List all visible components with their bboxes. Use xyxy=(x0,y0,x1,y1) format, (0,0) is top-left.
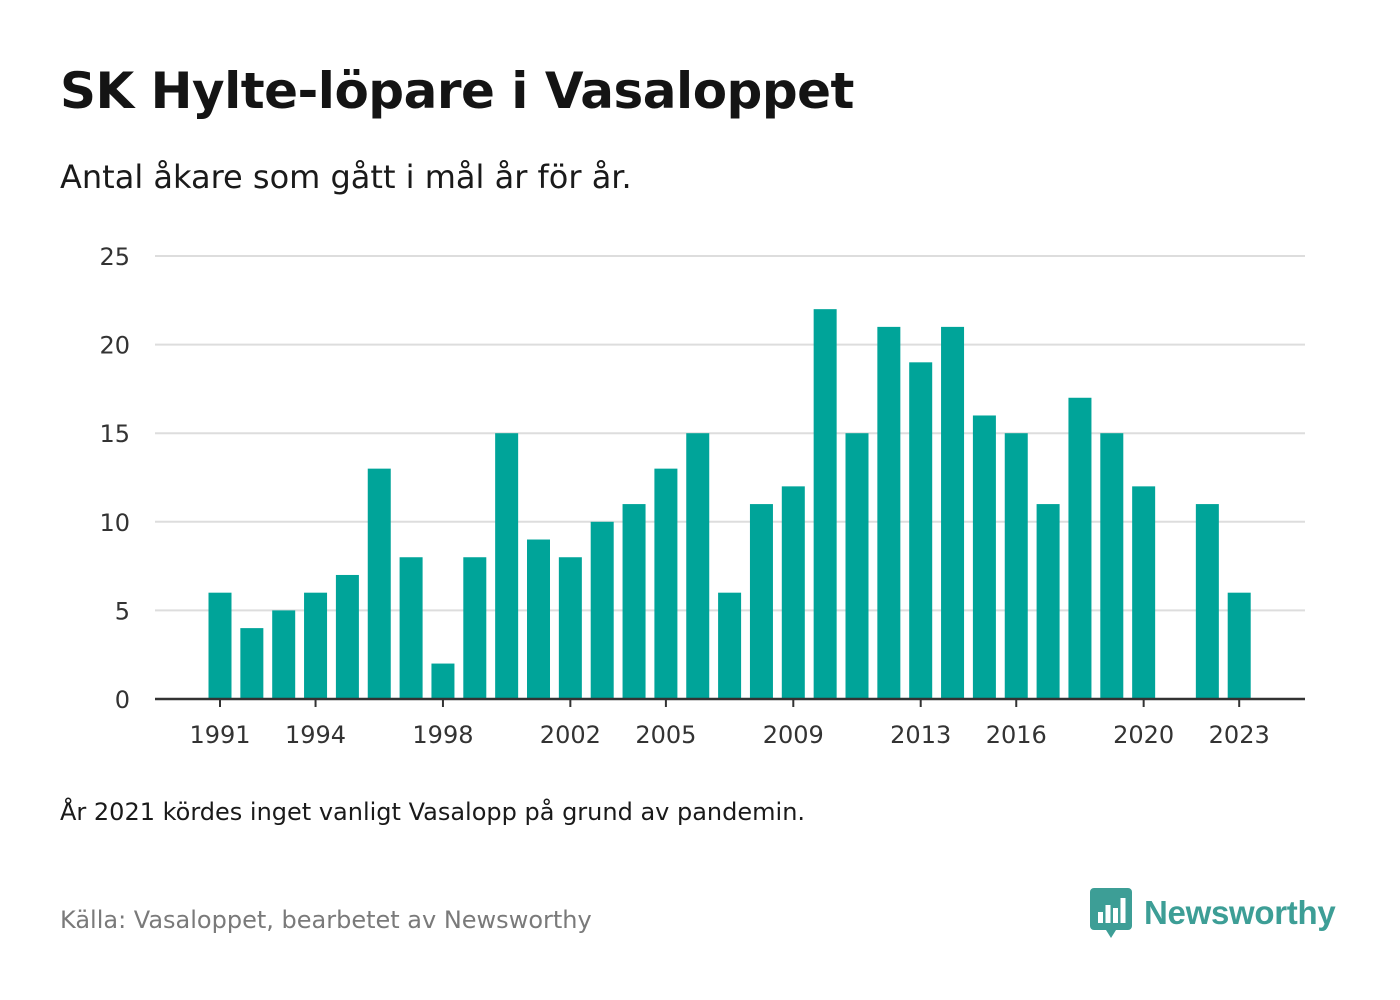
newsworthy-logo-icon xyxy=(1090,888,1132,938)
brand-logo: Newsworthy xyxy=(1090,888,1336,938)
bar-1998 xyxy=(431,663,455,699)
y-tick-label: 25 xyxy=(99,243,130,271)
bar-2013 xyxy=(909,362,933,699)
bar-2004 xyxy=(622,504,646,699)
bar-2005 xyxy=(654,468,678,699)
x-tick-label: 2009 xyxy=(763,721,824,749)
bar-2010 xyxy=(813,309,837,699)
y-tick-label: 5 xyxy=(115,597,130,625)
bar-2006 xyxy=(686,433,710,699)
bar-1994 xyxy=(304,592,328,699)
x-tick-label: 1998 xyxy=(412,721,473,749)
x-tick-label: 1994 xyxy=(285,721,346,749)
chart-subtitle: Antal åkare som gått i mål år för år. xyxy=(60,158,632,196)
bar-2000 xyxy=(495,433,519,699)
bar-2009 xyxy=(781,486,805,699)
chart-note: År 2021 kördes inget vanligt Vasalopp på… xyxy=(60,798,806,826)
bar-1993 xyxy=(272,610,296,699)
bar-2011 xyxy=(845,433,869,699)
bar-2014 xyxy=(941,326,965,699)
bar-2002 xyxy=(558,557,582,699)
chart-title: SK Hylte-löpare i Vasaloppet xyxy=(60,62,854,120)
bar-2017 xyxy=(1036,504,1060,699)
bar-2001 xyxy=(527,539,550,699)
bar-2007 xyxy=(718,592,742,699)
bar-1996 xyxy=(367,468,391,699)
x-tick-label: 2020 xyxy=(1113,721,1174,749)
axes: 0 5 10 15 20 25 1991 1994 1998 2002 2005 2009 2013 20… xyxy=(99,243,1305,749)
bar-1991 xyxy=(208,592,232,699)
bar-1995 xyxy=(335,574,359,699)
x-tick-label: 2002 xyxy=(540,721,601,749)
bar-2012 xyxy=(877,326,901,699)
source-text: Källa: Vasaloppet, bearbetet av Newswort… xyxy=(60,906,592,934)
x-tick-label: 2016 xyxy=(986,721,1047,749)
bar-chart: 0 5 10 15 20 25 1991 1994 1998 2002 2005 2009 2013 20… xyxy=(99,243,1305,749)
y-tick-label: 0 xyxy=(115,686,130,714)
bars xyxy=(208,309,1251,699)
bar-2023 xyxy=(1227,592,1251,699)
bar-2008 xyxy=(749,504,773,699)
bar-2022 xyxy=(1195,504,1219,699)
y-tick-label: 10 xyxy=(99,509,130,537)
bar-1997 xyxy=(399,557,423,699)
x-tick-label: 2005 xyxy=(635,721,696,749)
bar-2015 xyxy=(972,415,996,699)
bar-2020 xyxy=(1132,486,1156,699)
bar-2016 xyxy=(1004,433,1028,699)
bar-2018 xyxy=(1068,397,1092,699)
y-tick-label: 15 xyxy=(99,420,130,448)
x-tick-label: 1991 xyxy=(189,721,250,749)
bar-2019 xyxy=(1100,433,1124,699)
brand-name: Newsworthy xyxy=(1144,894,1336,931)
bar-2003 xyxy=(590,521,614,699)
bar-1999 xyxy=(463,557,487,699)
y-tick-label: 20 xyxy=(99,332,130,360)
x-tick-label: 2023 xyxy=(1209,721,1270,749)
x-tick-label: 2013 xyxy=(890,721,951,749)
bar-1992 xyxy=(240,628,264,699)
